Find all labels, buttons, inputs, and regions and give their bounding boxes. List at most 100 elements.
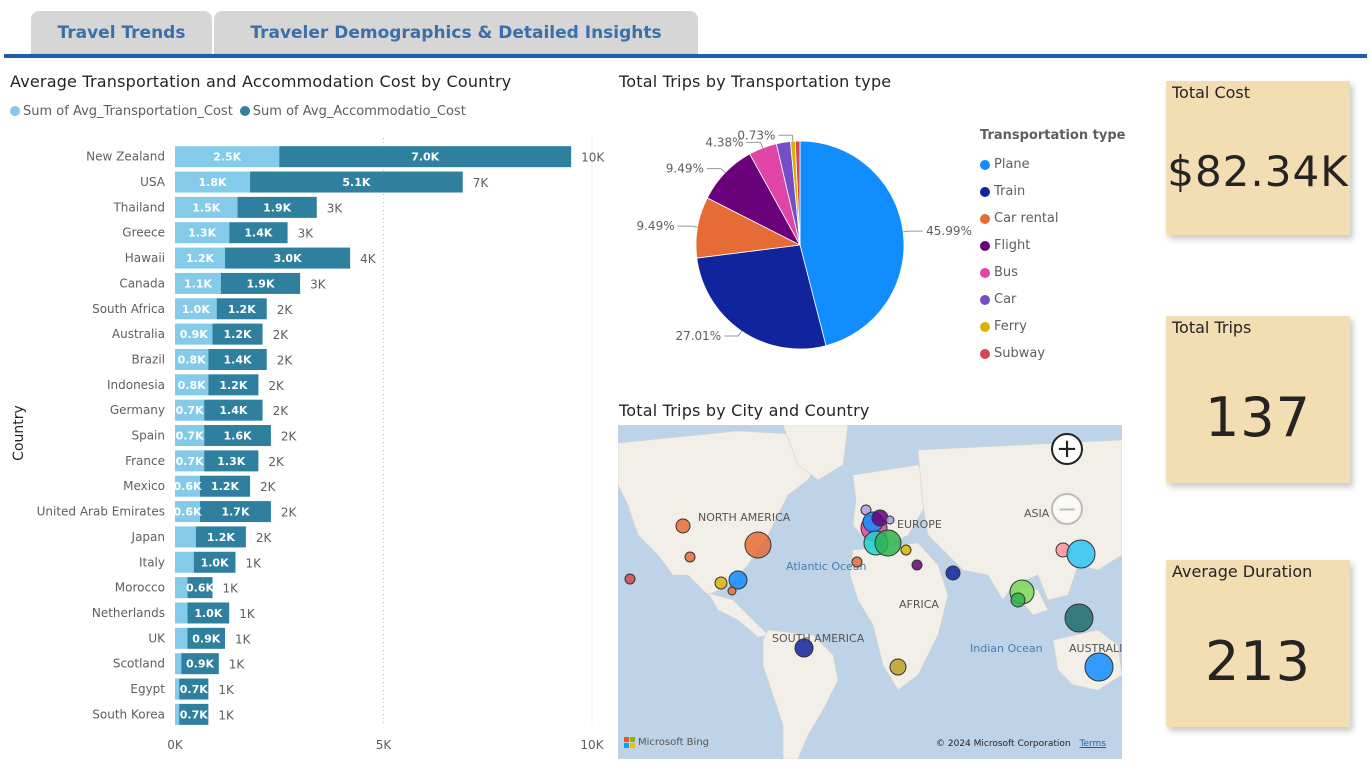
bar-transport: [175, 196, 238, 218]
data-label-transport: 1.3K: [188, 227, 216, 240]
map-bubble: [794, 638, 814, 658]
bar-transport: [175, 475, 201, 497]
bar-accommodation: [179, 703, 209, 725]
data-label-transport: 1.5K: [192, 201, 220, 214]
bar-transport: [175, 450, 205, 472]
bar-accommodation: [187, 577, 213, 599]
label-africa: AFRICA: [899, 598, 939, 611]
bar-accommodation: [187, 627, 226, 649]
map-bubbles: [624, 504, 1114, 682]
data-label-accommodation: 1.2K: [211, 480, 239, 493]
map-attribution: © 2024 Microsoft Corporation Terms: [936, 739, 1106, 749]
microsoft-logo-icon: [624, 737, 635, 748]
pie-legend-item[interactable]: Ferry: [980, 313, 1125, 340]
pie-data-label: 27.01%: [675, 329, 721, 343]
total-cost-label: Total Cost: [1172, 83, 1251, 102]
total-label: 1K: [245, 556, 262, 570]
label-indian-ocean: Indian Ocean: [970, 642, 1043, 655]
pie-legend-item[interactable]: Flight: [980, 232, 1125, 259]
tab-underline: [4, 54, 1367, 58]
pie-data-label: 9.49%: [636, 219, 674, 233]
pie-slice: [696, 244, 827, 350]
map-bubble: [851, 556, 863, 568]
category-label: Italy: [139, 555, 165, 569]
avg-duration-card: Average Duration 213: [1166, 560, 1350, 727]
data-label-accommodation: 1.3K: [217, 455, 245, 468]
pie-legend-label: Plane: [994, 157, 1030, 172]
pie-legend-label: Bus: [994, 265, 1018, 280]
bar-transport: [175, 425, 205, 447]
bar-accommodation: [279, 146, 572, 168]
map-bubble: [1064, 603, 1094, 633]
map-bubble: [1066, 539, 1096, 569]
bar-transport: [175, 298, 217, 320]
bar-chart-title: Average Transportation and Accommodation…: [10, 72, 512, 91]
bar-accommodation: [195, 526, 246, 548]
data-label-accommodation: 3.0K: [274, 252, 302, 265]
pie-legend-item[interactable]: Plane: [980, 151, 1125, 178]
bar-transport: [175, 627, 188, 649]
south-america-land: [762, 629, 839, 759]
data-label-accommodation: 1.9K: [263, 201, 291, 214]
total-label: 3K: [298, 227, 315, 241]
legend-label-transport: Sum of Avg_Transportation_Cost: [23, 104, 233, 119]
data-label-accommodation: 0.7K: [180, 683, 208, 696]
total-label: 2K: [281, 430, 298, 444]
data-label-accommodation: 0.9K: [192, 632, 220, 645]
bar-transport: [175, 653, 182, 675]
zoom-in-button[interactable]: +: [1051, 433, 1083, 465]
category-label: Indonesia: [107, 378, 165, 392]
label-europe: EUROPE: [897, 518, 942, 531]
x-tick-label: 10K: [580, 738, 604, 752]
map-bubble: [900, 544, 912, 556]
pie-chart-title: Total Trips by Transportation type: [619, 72, 892, 91]
map-bubble: [675, 518, 691, 534]
bar-transport: [175, 703, 180, 725]
bar-transport: [175, 247, 226, 269]
pie-leader-line: [746, 141, 764, 149]
category-label: Greece: [122, 226, 165, 240]
category-label: Thailand: [112, 200, 165, 214]
pie-chart: 45.99%27.01%9.49%9.49%4.38%0.73%: [636, 128, 972, 350]
bar-transport: [175, 501, 201, 523]
bar-accommodation: [250, 171, 463, 193]
bar-accommodation: [212, 323, 263, 345]
data-label-accommodation: 0.6K: [186, 582, 214, 595]
pie-legend-label: Car rental: [994, 211, 1059, 226]
pie-legend-item[interactable]: Bus: [980, 259, 1125, 286]
total-label: 1K: [239, 607, 256, 621]
pie-data-label: 45.99%: [926, 224, 972, 238]
legend-marker-accommodation: [239, 106, 250, 116]
bar-transport: [175, 272, 221, 294]
pie-legend-item[interactable]: Car: [980, 286, 1125, 313]
trip-map[interactable]: NORTH AMERICA EUROPE ASIA Atlantic Ocean…: [618, 425, 1122, 759]
data-label-accommodation: 1.0K: [194, 607, 222, 620]
pie-legend: Transportation type Plane Train Car rental…: [980, 128, 1125, 367]
legend-item-transport[interactable]: Sum of Avg_Transportation_Cost: [10, 104, 233, 119]
zoom-out-button[interactable]: −: [1051, 493, 1083, 525]
x-tick-label: 0K: [167, 738, 184, 752]
pie-leader-line: [724, 330, 743, 337]
data-label-accommodation: 1.2K: [228, 303, 256, 316]
pie-legend-label: Subway: [994, 346, 1046, 361]
total-label: 2K: [268, 455, 285, 469]
category-label: Australia: [112, 327, 165, 341]
x-tick-label: 5K: [376, 738, 393, 752]
category-label: Scotland: [113, 657, 165, 671]
category-label: Japan: [131, 530, 165, 544]
legend-item-accommodation[interactable]: Sum of Avg_Accommodatio_Cost: [239, 104, 466, 119]
total-label: 2K: [277, 353, 294, 367]
terms-link[interactable]: Terms: [1079, 739, 1106, 749]
pie-legend-item[interactable]: Train: [980, 178, 1125, 205]
tab-travel-trends[interactable]: Travel Trends: [31, 11, 212, 54]
data-label-accommodation: 1.4K: [224, 353, 252, 366]
pie-legend-item[interactable]: Subway: [980, 340, 1125, 367]
bar-accommodation: [200, 501, 271, 523]
bar-accommodation: [204, 399, 263, 421]
total-label: 3K: [327, 201, 344, 215]
pie-legend-label: Ferry: [994, 319, 1027, 334]
tab-traveler-demographics[interactable]: Traveler Demographics & Detailed Insight…: [214, 11, 698, 54]
map-bubble: [714, 576, 728, 590]
avg-duration-value: 213: [1204, 630, 1312, 693]
pie-legend-item[interactable]: Car rental: [980, 205, 1125, 232]
